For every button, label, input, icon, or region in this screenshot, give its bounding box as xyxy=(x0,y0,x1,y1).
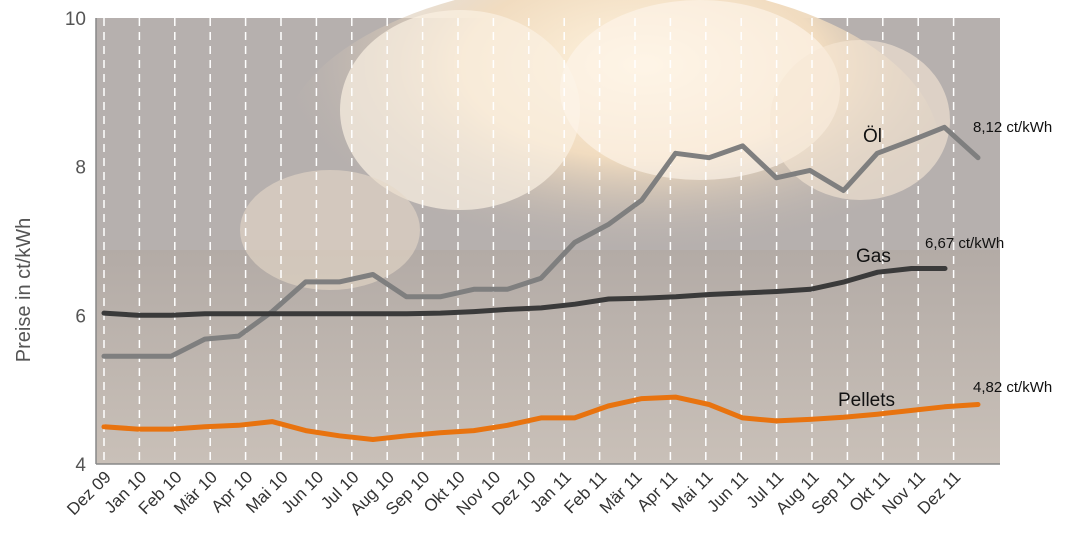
y-tick-label: 8 xyxy=(75,158,86,179)
vertical-gridlines xyxy=(103,18,955,464)
end-label-oel: 8,12 ct/kWh xyxy=(973,119,1052,136)
y-tick-label: 4 xyxy=(75,455,86,476)
series-lines xyxy=(101,124,981,442)
series-line-gas xyxy=(101,266,948,318)
x-tick-label: Jun 11 xyxy=(703,467,752,516)
series-name-gas: Gas xyxy=(856,246,891,267)
end-label-gas: 6,67 ct/kWh xyxy=(925,235,1004,252)
series-name-pellets: Pellets xyxy=(838,390,895,411)
y-axis-label: Preise in ct/kWh xyxy=(13,218,35,362)
background-fire-image xyxy=(96,0,1000,464)
y-tick-label: 10 xyxy=(65,9,86,30)
y-tick-label: 6 xyxy=(75,306,86,327)
series-line-pellets xyxy=(101,394,981,442)
series-line-oel xyxy=(101,124,981,359)
series-name-oel: Öl xyxy=(863,126,882,147)
end-label-pellets: 4,82 ct/kWh xyxy=(973,379,1052,396)
y-tick-labels: 4 6 8 10 xyxy=(65,9,87,476)
